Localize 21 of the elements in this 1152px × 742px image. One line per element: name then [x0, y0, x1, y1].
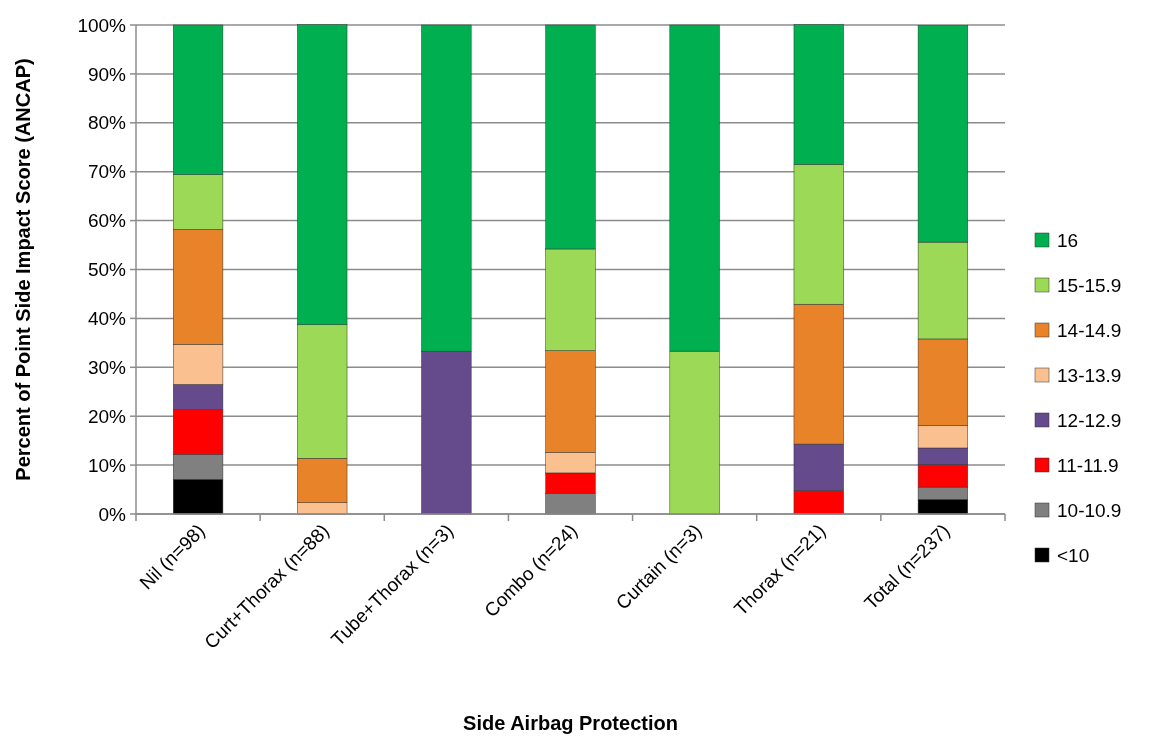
y-tick-label: 10%: [87, 454, 127, 476]
y-tick-label: 90%: [87, 63, 127, 85]
y-tick-label: 70%: [87, 161, 127, 183]
y-tick-label: 100%: [77, 14, 127, 36]
y-axis-title: Percent of Point Side Impact Score (ANCAP): [12, 58, 34, 481]
y-tick-label: 50%: [87, 259, 127, 281]
legend-label: 13-13.9: [1057, 364, 1122, 386]
y-tick-label: 60%: [87, 210, 127, 232]
x-axis-title: Side Airbag Protection: [463, 712, 678, 734]
legend-label: 12-12.9: [1057, 409, 1122, 431]
y-tick-label: 80%: [87, 112, 127, 134]
legend-label: 14-14.9: [1057, 319, 1122, 341]
y-tick-label: 40%: [87, 308, 127, 330]
legend-label: <10: [1057, 544, 1090, 566]
legend-label: 11-11.9: [1057, 454, 1119, 476]
legend-label: 16: [1057, 229, 1079, 251]
y-tick-label: 0%: [98, 503, 127, 525]
legend-label: 15-15.9: [1057, 274, 1122, 296]
y-tick-label: 30%: [87, 356, 127, 378]
legend-label: 10-10.9: [1057, 499, 1122, 521]
y-tick-label: 20%: [87, 405, 127, 427]
